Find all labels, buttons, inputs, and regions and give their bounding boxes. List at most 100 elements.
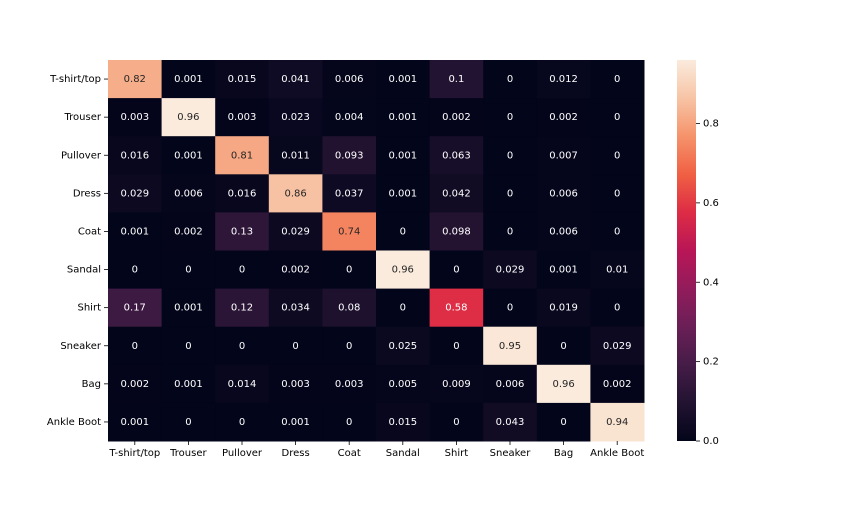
heatmap-cell (268, 136, 323, 175)
colorbar-tick-label: 0.2 (703, 357, 719, 368)
heatmap-cell (483, 212, 538, 251)
cell-label: 0.006 (549, 188, 578, 199)
cell-label: 0.002 (174, 226, 203, 237)
heatmap-cell (590, 98, 645, 137)
cell-label: 0 (239, 265, 245, 276)
cell-label: 0.002 (603, 379, 632, 390)
cell-label: 0.005 (388, 379, 417, 390)
cell-label: 0 (185, 417, 191, 428)
cell-label: 0 (614, 226, 620, 237)
heatmap-cell (268, 364, 323, 404)
heatmap-cell (268, 174, 323, 213)
cell-label: 0 (507, 303, 513, 314)
heatmap-cell (483, 402, 538, 442)
cell-label: 0.015 (228, 74, 257, 85)
cell-label: 0 (614, 74, 620, 85)
cell-label: 0.004 (335, 112, 364, 123)
heatmap-cell (215, 364, 270, 404)
heatmap-cell (215, 136, 270, 175)
cell-label: 0.042 (442, 188, 471, 199)
heatmap-cell (322, 136, 377, 175)
cell-label: 0.96 (552, 379, 574, 390)
cell-label: 0.016 (228, 188, 257, 199)
cell-label: 0.019 (549, 303, 578, 314)
heatmap-cell (215, 250, 270, 290)
heatmap-cell (161, 212, 216, 251)
heatmap-cell (429, 174, 484, 213)
cell-label: 0 (507, 226, 513, 237)
heatmap-cell (108, 402, 163, 442)
heatmap-cell (590, 250, 645, 290)
heatmap-cell (376, 288, 431, 328)
heatmap-cell (215, 60, 270, 99)
heatmap-cell (429, 250, 484, 290)
heatmap-cell (322, 98, 377, 137)
heatmap-cell (268, 60, 323, 99)
cell-label: 0 (453, 417, 459, 428)
heatmap-cell (483, 364, 538, 404)
heatmap-cell (536, 60, 591, 99)
cell-label: 0.17 (124, 303, 146, 314)
cell-label: 0.002 (442, 112, 471, 123)
cell-label: 0.041 (281, 74, 310, 85)
cell-label: 0.82 (124, 74, 146, 85)
cell-label: 0.029 (120, 188, 149, 199)
cell-label: 0.025 (388, 341, 417, 352)
cell-label: 0 (185, 265, 191, 276)
colorbar-tick-label: 0.6 (703, 198, 719, 209)
cell-label: 0 (560, 417, 566, 428)
heatmap-cell (108, 212, 163, 251)
heatmap-cell (536, 364, 591, 404)
heatmap-cell (483, 136, 538, 175)
cell-label: 0.001 (174, 150, 203, 161)
heatmap-cell (536, 98, 591, 137)
cell-label: 0.86 (284, 188, 306, 199)
cell-label: 0.94 (606, 417, 628, 428)
cell-label: 0 (239, 341, 245, 352)
x-tick-label: Bag (554, 448, 573, 459)
y-tick-label: Ankle Boot (47, 417, 101, 428)
heatmap-cell (215, 288, 270, 328)
cell-label: 0 (292, 341, 298, 352)
cell-label: 0 (346, 265, 352, 276)
heatmap-cell (483, 288, 538, 328)
cell-label: 0.001 (549, 265, 578, 276)
cell-label: 0 (507, 74, 513, 85)
y-tick-label: Dress (73, 188, 101, 199)
cell-label: 0.015 (388, 417, 417, 428)
cell-label: 0.001 (388, 112, 417, 123)
cell-label: 0.006 (335, 74, 364, 85)
cell-label: 0.003 (228, 112, 257, 123)
heatmap-cell (483, 60, 538, 99)
cell-label: 0.13 (231, 226, 253, 237)
heatmap-cell (376, 402, 431, 442)
heatmap-cell (429, 136, 484, 175)
cell-label: 0.001 (388, 188, 417, 199)
heatmap-cell (376, 212, 431, 251)
cell-label: 0.034 (281, 303, 310, 314)
cell-label: 0.093 (335, 150, 364, 161)
heatmap-cell (161, 250, 216, 290)
heatmap-cell (483, 326, 538, 366)
cell-label: 0.002 (281, 265, 310, 276)
heatmap-cell (215, 402, 270, 442)
cell-label: 0.002 (120, 379, 149, 390)
cell-label: 0 (614, 303, 620, 314)
cell-label: 0 (614, 188, 620, 199)
cell-label: 0.029 (281, 226, 310, 237)
heatmap-cell (376, 174, 431, 213)
heatmap-cell (536, 174, 591, 213)
heatmap-cell (483, 98, 538, 137)
heatmap-cell (215, 326, 270, 366)
x-tick-label: Sandal (386, 448, 420, 459)
heatmap-cell (161, 364, 216, 404)
cell-label: 0 (132, 341, 138, 352)
heatmap-cell (161, 136, 216, 175)
x-tick-label: Pullover (222, 448, 263, 459)
heatmap-cell (268, 212, 323, 251)
heatmap-cell (590, 288, 645, 328)
heatmap-cell (161, 98, 216, 137)
heatmap-cell (322, 212, 377, 251)
heatmap-cell (483, 174, 538, 213)
cell-label: 0 (507, 112, 513, 123)
